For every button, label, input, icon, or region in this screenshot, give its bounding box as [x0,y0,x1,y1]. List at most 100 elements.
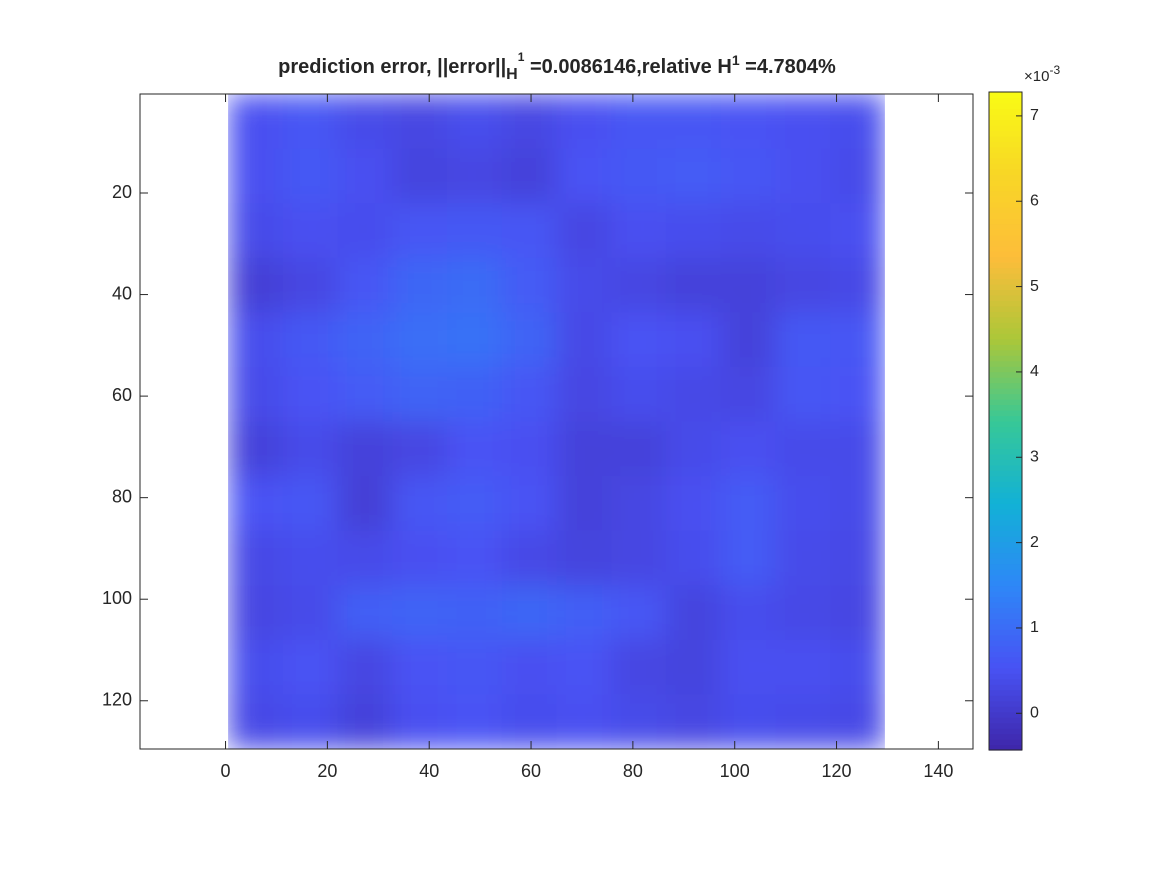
heatmap-cell [720,148,776,204]
heatmap-cell [501,476,557,532]
heatmap-cell [611,203,667,259]
heatmap-cell [775,585,831,641]
colorbar-swatch [989,168,1022,175]
colorbar-swatch [989,218,1022,225]
colorbar-swatch [989,124,1022,131]
colorbar-swatch [989,141,1022,148]
heatmap-cell [282,476,339,532]
heatmap-cell [665,639,722,695]
heatmap-cell [337,366,393,422]
colorbar-swatch [989,739,1022,746]
colorbar-swatch [989,152,1022,159]
colorbar-swatch [989,185,1022,192]
colorbar-swatch [989,108,1022,115]
colorbar-multiplier: ×10-3 [1024,63,1060,85]
colorbar-swatch [989,388,1022,395]
colorbar-swatch [989,157,1022,164]
heatmap-cell [337,421,393,477]
title-part: 1 [732,52,740,68]
colorbar-swatch [989,305,1022,312]
colorbar-swatch [989,475,1022,482]
heatmap-cell [556,257,612,313]
heatmap-cell [556,476,612,532]
heatmap-cell [665,694,722,749]
heatmap-cell [775,476,831,532]
heatmap-cell [392,530,448,586]
heatmap-cell [830,203,885,259]
colorbar-swatch [989,212,1022,219]
colorbar-tick-label: 0 [1030,705,1039,722]
title-part: H [506,66,518,83]
heatmap-cell [720,585,776,641]
heatmap-cell [830,257,885,313]
colorbar-swatch [989,426,1022,433]
colorbar-swatch [989,689,1022,696]
colorbar-swatch [989,706,1022,713]
x-tick-label: 100 [720,761,750,781]
colorbar-swatch [989,448,1022,455]
y-tick-label: 40 [112,283,132,303]
heatmap-cell [392,94,448,150]
colorbar-swatch [989,536,1022,543]
colorbar-swatch [989,399,1022,406]
colorbar-swatch [989,667,1022,674]
heatmap-cell [228,94,284,150]
colorbar-swatch [989,355,1022,362]
heatmap-cell [611,421,667,477]
colorbar-swatch [989,327,1022,334]
heatmap-cell [228,312,284,368]
heatmap-cell [228,694,284,749]
heatmap-cell [447,312,503,368]
colorbar-swatch [989,256,1022,263]
heatmap-cell [611,148,667,204]
heatmap-cell [501,421,557,477]
heatmap-cell [556,148,612,204]
heatmap-cell [720,639,776,695]
colorbar-swatch [989,245,1022,252]
colorbar-swatch [989,289,1022,296]
heatmap-cell [775,694,831,749]
heatmap-cells [228,94,885,749]
colorbar-swatch [989,366,1022,373]
heatmap-cell [228,203,284,259]
heatmap-cell [228,476,284,532]
heatmap-cell [556,312,612,368]
heatmap-cell [392,421,448,477]
heatmap-cell [611,366,667,422]
colorbar-swatch [989,442,1022,450]
colorbar-swatch [989,656,1022,663]
heatmap-cell [228,366,284,422]
heatmap-cell [611,694,667,749]
colorbar-swatch [989,130,1022,137]
heatmap-cell [392,639,448,695]
colorbar-swatch [989,552,1022,559]
colorbar-swatch [989,393,1022,400]
heatmap-cell [282,530,339,586]
colorbar-tick-label: 7 [1030,107,1039,124]
heatmap-cell [830,148,885,204]
colorbar-swatch [989,645,1022,652]
heatmap-cell [447,94,503,150]
heatmap-cell [665,203,722,259]
colorbar-swatch [989,651,1022,658]
colorbar-swatch [989,316,1022,323]
colorbar-swatch [989,207,1022,214]
heatmap-cell [392,257,448,313]
heatmap-cell [611,94,667,150]
heatmap-cell [447,585,503,641]
colorbar-swatch [989,618,1022,625]
colorbar-swatch [989,634,1022,641]
heatmap-cell [282,203,339,259]
heatmap-cell [611,257,667,313]
colorbar-swatch [989,547,1022,554]
heatmap-cell [447,530,503,586]
colorbar-swatch [989,673,1022,680]
colorbar-swatch [989,349,1022,356]
heatmap-cell [228,257,284,313]
colorbar-tick-label: 5 [1030,278,1039,295]
heatmap-cell [611,639,667,695]
heatmap-cell [556,421,612,477]
axes-box [139,93,974,750]
colorbar-swatch [989,404,1022,411]
heatmap-cell [556,639,612,695]
